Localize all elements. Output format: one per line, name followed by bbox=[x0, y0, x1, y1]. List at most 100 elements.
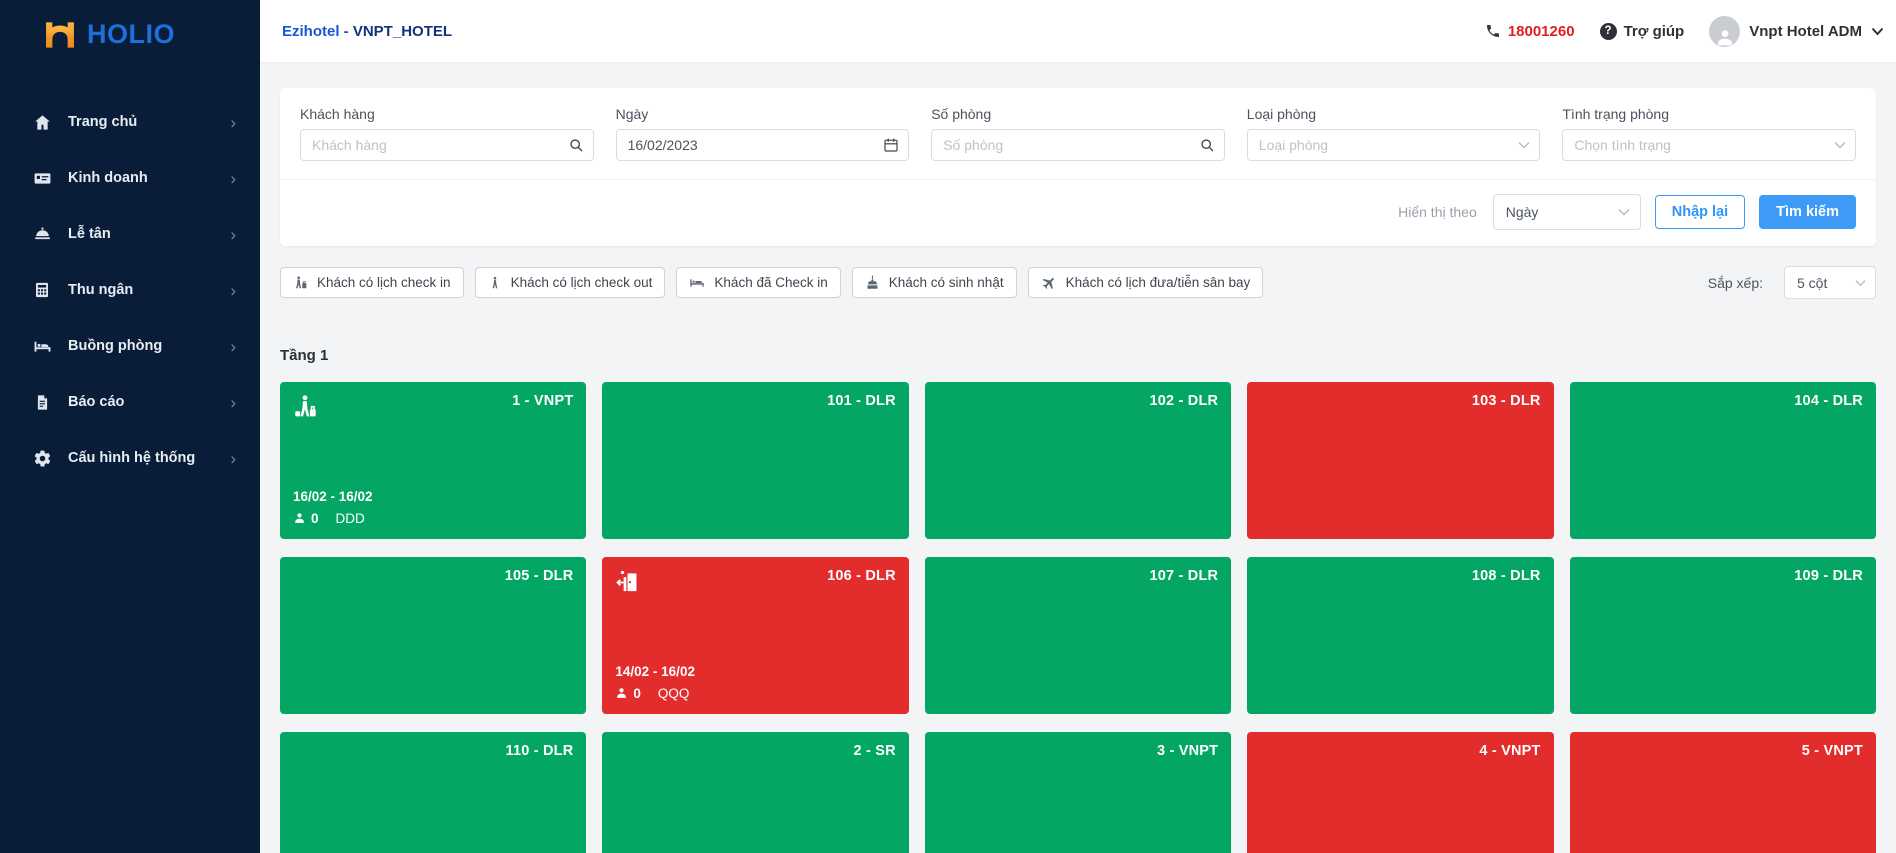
room-icon bbox=[30, 337, 54, 356]
logo-wordmark: HOLIO bbox=[87, 19, 175, 49]
chip-label: Khách có lịch check out bbox=[510, 275, 653, 290]
room-card[interactable]: 105 - DLR bbox=[280, 557, 587, 714]
room-title: 107 - DLR bbox=[1149, 568, 1219, 584]
chip-guest-checked-in[interactable]: Khách đã Check in bbox=[676, 267, 841, 298]
sidebar-item-thu-ngan[interactable]: Thu ngân › bbox=[0, 262, 260, 318]
room-card[interactable]: 108 - DLR bbox=[1247, 557, 1554, 714]
room-card[interactable]: 110 - DLR bbox=[280, 732, 587, 853]
chevron-down-icon bbox=[1871, 27, 1884, 36]
chevron-right-icon: › bbox=[230, 336, 236, 356]
room-number-input[interactable] bbox=[943, 137, 1194, 153]
room-title: 5 - VNPT bbox=[1801, 743, 1863, 759]
display-by-select[interactable]: Ngày bbox=[1492, 194, 1641, 230]
birthday-cake-icon bbox=[865, 275, 880, 290]
holio-logo-icon bbox=[42, 17, 78, 53]
room-card[interactable]: 104 - DLR bbox=[1569, 382, 1876, 539]
chip-guest-checkout[interactable]: Khách có lịch check out bbox=[474, 267, 666, 298]
room-title: 110 - DLR bbox=[505, 743, 574, 759]
sidebar-item-label: Trang chủ bbox=[68, 114, 138, 130]
customer-label: Khách hàng bbox=[300, 106, 375, 122]
chip-guest-checkin[interactable]: Khách có lịch check in bbox=[280, 267, 464, 298]
room-card[interactable]: 106 - DLR 14/02 - 16/02 0 QQQ bbox=[602, 557, 909, 714]
date-label: Ngày bbox=[615, 106, 649, 122]
chevron-right-icon: › bbox=[230, 112, 236, 132]
display-by-value: Ngày bbox=[1505, 204, 1539, 220]
filter-row: Khách hàng Ngày bbox=[300, 106, 1856, 161]
room-status-select[interactable]: Chọn tình trạng bbox=[1562, 129, 1856, 161]
search-button[interactable]: Tìm kiếm bbox=[1759, 195, 1856, 229]
floor-title: Tầng 1 bbox=[280, 347, 329, 364]
home-icon bbox=[30, 113, 54, 132]
bed-icon bbox=[689, 275, 705, 291]
caret-down-icon bbox=[1518, 141, 1530, 149]
app-logo[interactable]: HOLIO bbox=[0, 0, 260, 66]
topbar-right: 18001260 ? Trợ giúp Vnpt Hotel ADM bbox=[1485, 15, 1884, 47]
chip-airport-transfer[interactable]: Khách có lịch đưa/tiễn sân bay bbox=[1027, 267, 1264, 298]
sidebar-item-buong-phong[interactable]: Buồng phòng › bbox=[0, 318, 260, 374]
room-card[interactable]: 107 - DLR bbox=[924, 557, 1232, 714]
content: Khách hàng Ngày bbox=[260, 63, 1896, 853]
chip-label: Khách có lịch đưa/tiễn sân bay bbox=[1065, 275, 1251, 290]
sidebar-item-trang-chu[interactable]: Trang chủ › bbox=[0, 94, 260, 150]
user-menu[interactable]: Vnpt Hotel ADM bbox=[1709, 15, 1884, 47]
breadcrumb[interactable]: Ezihotel - VNPT_HOTEL bbox=[282, 23, 452, 40]
report-icon bbox=[30, 394, 54, 411]
room-cards-grid: 1 - VNPT 16/02 - 16/02 0 DDD 101 - DLR bbox=[280, 382, 1876, 853]
room-title: 103 - DLR bbox=[1471, 393, 1541, 409]
room-card[interactable]: 5 - VNPT bbox=[1569, 732, 1876, 853]
room-card[interactable]: 101 - DLR bbox=[602, 382, 909, 539]
room-card[interactable]: 109 - DLR bbox=[1569, 557, 1876, 714]
date-input[interactable] bbox=[627, 137, 879, 153]
room-title: 108 - DLR bbox=[1471, 568, 1541, 584]
chip-label: Khách có lịch check in bbox=[317, 275, 451, 290]
chevron-right-icon: › bbox=[230, 448, 236, 468]
room-card[interactable]: 102 - DLR bbox=[924, 382, 1232, 539]
room-title: 105 - DLR bbox=[504, 568, 574, 584]
room-type-select[interactable]: Loại phòng bbox=[1246, 129, 1541, 161]
sidebar-item-bao-cao[interactable]: Báo cáo › bbox=[0, 374, 260, 430]
customer-input[interactable] bbox=[312, 137, 563, 153]
chevron-right-icon: › bbox=[230, 392, 236, 412]
chevron-right-icon: › bbox=[230, 168, 236, 188]
sort-value: 5 cột bbox=[1797, 274, 1828, 291]
person-icon bbox=[615, 687, 628, 700]
room-number-label: Số phòng bbox=[931, 106, 992, 122]
room-title: 2 - SR bbox=[853, 743, 896, 759]
avatar bbox=[1709, 15, 1741, 47]
guest-checkin-icon bbox=[293, 275, 308, 290]
panel-divider bbox=[280, 179, 1876, 180]
room-title: 3 - VNPT bbox=[1156, 743, 1219, 759]
booking-dates: 16/02 - 16/02 bbox=[293, 489, 373, 504]
reset-button[interactable]: Nhập lại bbox=[1654, 195, 1746, 229]
reception-icon bbox=[30, 225, 54, 244]
guest-checkin-icon bbox=[293, 394, 318, 419]
chip-guest-birthday[interactable]: Khách có sinh nhật bbox=[851, 267, 1017, 298]
caret-down-icon bbox=[1855, 279, 1866, 287]
room-title: 106 - DLR bbox=[827, 568, 896, 584]
chevron-right-icon: › bbox=[230, 280, 236, 300]
filter-field-room-number: Số phòng bbox=[931, 106, 1225, 161]
airplane-icon bbox=[1041, 275, 1057, 291]
help-label: Trợ giúp bbox=[1623, 22, 1685, 40]
guest-checkout-icon bbox=[488, 276, 502, 290]
sidebar-item-le-tan[interactable]: Lễ tân › bbox=[0, 206, 260, 262]
room-card[interactable]: 103 - DLR bbox=[1247, 382, 1554, 539]
room-card[interactable]: 3 - VNPT bbox=[924, 732, 1232, 853]
room-card[interactable]: 4 - VNPT bbox=[1247, 732, 1554, 853]
room-status-label: Tình trạng phòng bbox=[1562, 106, 1670, 122]
chip-label: Khách có sinh nhật bbox=[888, 275, 1004, 290]
quick-filters-row: Khách có lịch check in Khách có lịch che… bbox=[280, 266, 1876, 299]
breadcrumb-app: Ezihotel - bbox=[282, 22, 349, 40]
guest-code: DDD bbox=[335, 511, 365, 526]
hotline[interactable]: 18001260 bbox=[1485, 23, 1575, 40]
room-card[interactable]: 2 - SR bbox=[602, 732, 909, 853]
sidebar-item-cau-hinh-he-thong[interactable]: Cấu hình hệ thống › bbox=[0, 430, 260, 486]
room-title: 1 - VNPT bbox=[512, 393, 574, 409]
sidebar-item-kinh-doanh[interactable]: Kinh doanh › bbox=[0, 150, 260, 206]
room-card[interactable]: 1 - VNPT 16/02 - 16/02 0 DDD bbox=[280, 382, 587, 539]
help-menu[interactable]: ? Trợ giúp bbox=[1599, 22, 1685, 40]
room-status-placeholder: Chọn tình trạng bbox=[1574, 137, 1671, 153]
filter-field-room-type: Loại phòng Loại phòng bbox=[1246, 106, 1541, 161]
sort-select[interactable]: 5 cột bbox=[1784, 266, 1876, 299]
caret-down-icon bbox=[1834, 141, 1846, 149]
